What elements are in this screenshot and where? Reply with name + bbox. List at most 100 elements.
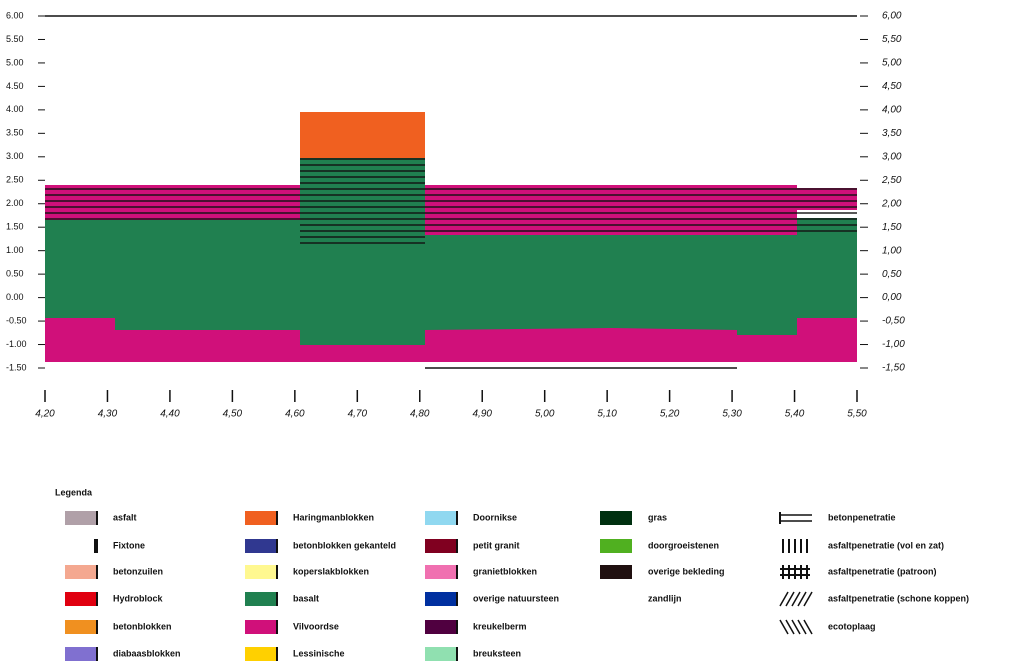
axes: 6.00 5.50 5.00 4.50 4.00 3.50 3.00 2.50 2.00 1.50… xyxy=(6,10,905,419)
pattern-line xyxy=(803,591,813,607)
x-tick-label: 5,50 xyxy=(847,409,867,420)
legend-swatch xyxy=(245,539,277,553)
y-tick-label: 4.00 xyxy=(6,104,24,114)
legend-label: diabaasblokken xyxy=(113,648,181,658)
x-tick-label: 5,30 xyxy=(722,409,742,420)
legend-swatch xyxy=(425,511,457,525)
pattern-line xyxy=(785,591,795,607)
hatch xyxy=(425,185,857,235)
legend-swatch xyxy=(65,511,97,525)
y-tick-label: 3.50 xyxy=(6,128,24,138)
legend-swatch xyxy=(245,565,277,579)
y-tick-label: 0.00 xyxy=(6,292,24,302)
legend-label: gras xyxy=(648,512,667,522)
y2-tick-label: 3,50 xyxy=(882,128,902,139)
y-tick-label: 6.00 xyxy=(6,10,24,20)
y-tick-label: 1.00 xyxy=(6,245,24,255)
haringman-zone xyxy=(300,112,425,158)
y2-tick-label: 2,50 xyxy=(881,175,902,186)
y2-tick-label: -0,50 xyxy=(882,316,905,327)
y-tick-label: 5.00 xyxy=(6,57,24,67)
legend-label: betonpenetratie xyxy=(828,512,896,522)
x-tick-label: 5,00 xyxy=(535,409,555,420)
legend-swatch xyxy=(245,592,277,606)
legend-label: breuksteen xyxy=(473,648,521,658)
x-tick-label: 4,50 xyxy=(223,409,243,420)
legend-label: granietblokken xyxy=(473,566,537,576)
legend-pattern xyxy=(782,539,808,553)
legend-pattern xyxy=(780,565,810,579)
legend-label: betonblokken xyxy=(113,621,172,631)
legend-label: Hydroblock xyxy=(113,593,164,603)
legend-label: doorgroeistenen xyxy=(648,540,719,550)
x-tick-label: 4,70 xyxy=(348,409,368,420)
legend-pattern xyxy=(779,619,813,635)
legend-pattern xyxy=(779,512,812,524)
legend-label: betonzuilen xyxy=(113,566,163,576)
pattern-line xyxy=(803,619,813,635)
y2-tick-label: -1,50 xyxy=(882,363,905,374)
legend-swatch xyxy=(600,511,632,525)
x-tick-label: 4,40 xyxy=(160,409,180,420)
legend-label: Lessinische xyxy=(293,648,345,658)
pattern-line xyxy=(797,591,807,607)
y-tick-label: -1.00 xyxy=(6,339,27,349)
legend-label: kreukelberm xyxy=(473,621,527,631)
pattern-line xyxy=(791,619,801,635)
legend-label: petit granit xyxy=(473,540,520,550)
legend-label: zandlijn xyxy=(648,593,682,603)
legend: asfalt Fixtone betonzuilen Hydroblock betonb… xyxy=(65,511,969,661)
pattern-line xyxy=(785,619,795,635)
legend-label: betonblokken gekanteld xyxy=(293,540,396,550)
y-tick-label: 2.00 xyxy=(6,198,24,208)
pattern-line xyxy=(779,591,789,607)
x-tick-label: 4,80 xyxy=(410,409,430,420)
y2-tick-label: 0,00 xyxy=(882,292,902,303)
legend-swatch xyxy=(425,592,457,606)
y-tick-label: -0.50 xyxy=(6,315,27,325)
legend-label: basalt xyxy=(293,593,319,603)
y-tick-label: 1.50 xyxy=(6,222,24,232)
hatch xyxy=(300,158,425,246)
y2-tick-label: 3,00 xyxy=(882,151,902,162)
y-tick-label: 4.50 xyxy=(6,81,24,91)
profile xyxy=(45,15,857,369)
pattern-line xyxy=(791,591,801,607)
x-tick-label: 4,20 xyxy=(35,409,55,420)
legend-swatch xyxy=(65,565,97,579)
y2-tick-label: 1,00 xyxy=(882,245,902,256)
legend-swatch xyxy=(425,539,457,553)
x-tick-label: 5,40 xyxy=(785,409,805,420)
x-tick-label: 5,20 xyxy=(660,409,680,420)
legend-swatch xyxy=(65,620,97,634)
y-tick-label: 0.50 xyxy=(6,269,24,279)
y2-tick-label: -1,00 xyxy=(882,339,905,350)
legend-swatch xyxy=(425,620,457,634)
legend-label: asfalt xyxy=(113,512,137,522)
legend-swatch xyxy=(65,592,97,606)
legend-title: Legenda xyxy=(55,487,93,497)
hatch xyxy=(45,185,300,220)
legend-label: asfaltpenetratie (vol en zat) xyxy=(828,540,944,550)
y2-tick-label: 6,00 xyxy=(882,11,902,22)
legend-swatch xyxy=(245,620,277,634)
x-tick-label: 4,60 xyxy=(285,409,305,420)
legend-swatch xyxy=(600,539,632,553)
y2-tick-label: 5,50 xyxy=(882,34,902,45)
legend-swatch xyxy=(600,565,632,579)
y-tick-label: -1.50 xyxy=(6,362,27,372)
legend-label: overige bekleding xyxy=(648,566,725,576)
pattern-line xyxy=(779,619,789,635)
x-tick-label: 4,30 xyxy=(98,409,118,420)
y2-tick-label: 4,50 xyxy=(882,81,902,92)
legend-label: koperslakblokken xyxy=(293,566,369,576)
legend-label: Fixtone xyxy=(113,540,145,550)
basalt-toe xyxy=(45,302,857,345)
legend-swatch xyxy=(425,565,457,579)
pattern-line xyxy=(797,619,807,635)
legend-label: overige natuursteen xyxy=(473,593,559,603)
y-tick-label: 3.00 xyxy=(6,151,24,161)
legend-label: Doornikse xyxy=(473,512,517,522)
legend-swatch xyxy=(245,511,277,525)
